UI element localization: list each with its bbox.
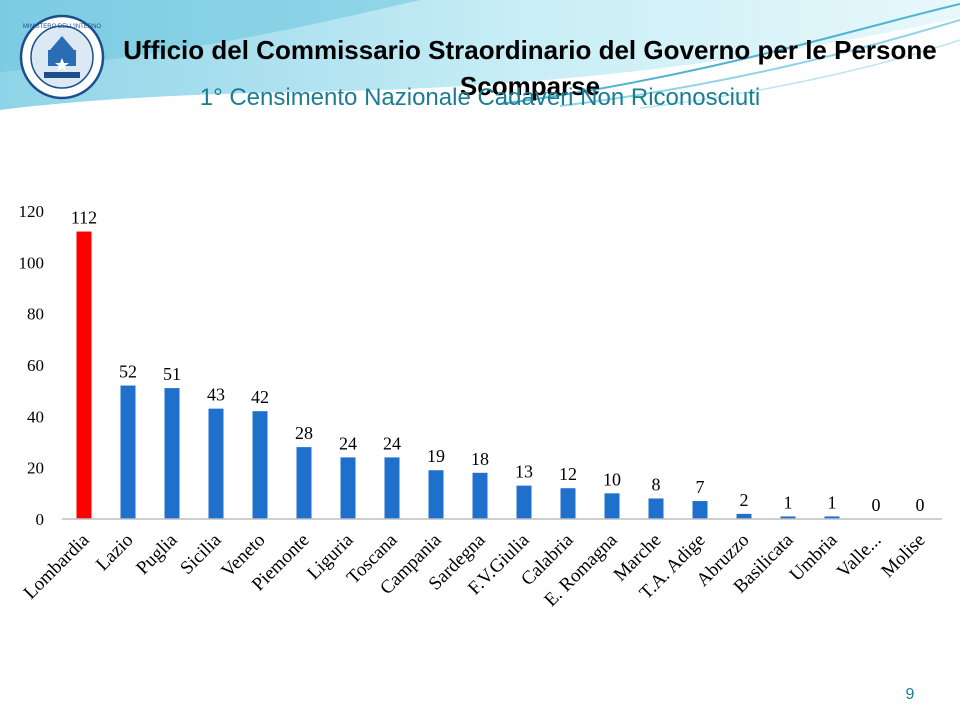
data-label: 24	[383, 433, 401, 453]
page-title: Ufficio del Commissario Straordinario de…	[123, 35, 937, 101]
bar	[164, 388, 180, 519]
data-label: 51	[163, 364, 181, 384]
bar	[296, 447, 312, 519]
bar	[692, 501, 708, 519]
category-label: Molise	[877, 530, 929, 582]
bar	[780, 516, 796, 519]
bar	[340, 457, 356, 519]
bar	[76, 231, 92, 519]
data-label: 1	[784, 492, 793, 512]
data-label: 18	[471, 449, 489, 469]
category-label: Sicilia	[176, 529, 226, 579]
category-label: Umbria	[786, 529, 842, 585]
data-label: 13	[515, 462, 533, 482]
data-label: 2	[740, 490, 749, 510]
bar	[824, 516, 840, 519]
data-label: 12	[559, 464, 577, 484]
category-label: Lombardia	[20, 529, 94, 603]
y-tick-label: 100	[19, 253, 45, 272]
y-axis: 0 20 40 60 80 100 120	[19, 202, 45, 529]
data-label: 28	[295, 423, 313, 443]
ministry-seal-icon: MINISTERO DELL'INTERNO	[19, 14, 105, 100]
seal-text: MINISTERO DELL'INTERNO	[23, 24, 101, 30]
bar	[428, 470, 444, 519]
bar	[604, 493, 620, 519]
y-tick-label: 40	[27, 407, 44, 426]
data-label: 24	[339, 433, 357, 453]
category-label: Lazio	[92, 530, 137, 575]
category-label: Puglia	[132, 529, 182, 579]
data-label: 8	[652, 474, 661, 494]
page-number: 9	[905, 686, 915, 703]
bar	[208, 408, 224, 519]
bar-series	[76, 231, 840, 519]
bar	[516, 485, 532, 519]
bar	[736, 513, 752, 519]
chart-subtitle: 1° Censimento Nazionale Cadaveri Non Ric…	[199, 84, 761, 111]
bar	[648, 498, 664, 519]
data-label: 1	[828, 492, 837, 512]
data-label: 19	[427, 446, 445, 466]
data-label: 43	[207, 385, 225, 405]
bar	[120, 385, 136, 519]
y-tick-label: 0	[36, 510, 45, 529]
category-labels: LombardiaLazioPugliaSiciliaVenetoPiemont…	[20, 529, 930, 611]
y-tick-label: 120	[19, 202, 45, 221]
data-label: 7	[696, 477, 705, 497]
y-tick-label: 60	[27, 356, 44, 375]
bar	[560, 488, 576, 519]
bar	[252, 411, 268, 519]
data-label: 10	[603, 469, 621, 489]
header-decoration	[0, 0, 960, 110]
data-label: 42	[251, 387, 269, 407]
bar	[472, 472, 488, 519]
bar	[384, 457, 400, 519]
data-label: 0	[872, 495, 881, 515]
y-tick-label: 20	[27, 459, 44, 478]
y-tick-label: 80	[27, 305, 44, 324]
category-label: Valle...	[833, 530, 886, 583]
data-label: 0	[916, 495, 925, 515]
data-label: 112	[71, 208, 97, 228]
data-label: 52	[119, 362, 137, 382]
